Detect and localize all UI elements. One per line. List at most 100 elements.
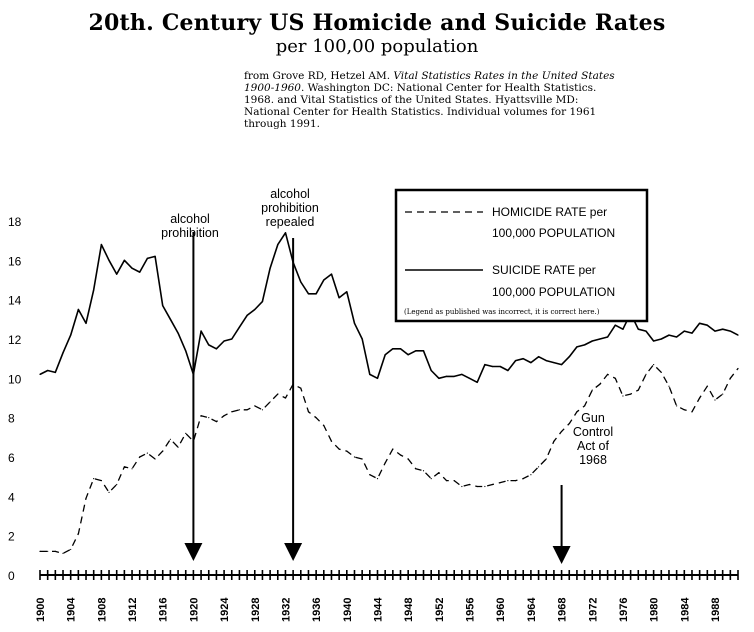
- suicide-data-point: [376, 377, 379, 379]
- homicide-data-point: [706, 385, 708, 387]
- homicide-data-point: [430, 478, 432, 480]
- y-tick-label: 6: [8, 451, 15, 465]
- homicide-data-point: [93, 478, 95, 480]
- homicide-data-point: [269, 401, 271, 403]
- homicide-series-line: [40, 363, 739, 555]
- homicide-data-point: [369, 474, 371, 476]
- homicide-data-point: [637, 389, 639, 391]
- suicide-data-point: [131, 267, 133, 269]
- homicide-data-point: [522, 478, 524, 480]
- suicide-data-point: [392, 348, 394, 350]
- annotation-arrow-head: [184, 543, 203, 561]
- homicide-data-point: [108, 491, 110, 493]
- suicide-data-point: [146, 257, 148, 259]
- suicide-data-point: [384, 354, 386, 356]
- legend-note: (Legend as published was incorrect, it i…: [404, 308, 600, 316]
- homicide-data-point: [415, 468, 417, 470]
- suicide-data-point: [553, 362, 555, 364]
- x-tick-label: 1972: [587, 598, 599, 622]
- homicide-data-point: [277, 393, 279, 395]
- x-tick-label: 1964: [526, 597, 538, 622]
- y-tick-label: 14: [8, 294, 22, 308]
- suicide-data-point: [208, 344, 210, 346]
- suicide-data-point: [438, 377, 440, 379]
- suicide-data-point: [722, 328, 724, 330]
- homicide-data-point: [392, 448, 394, 450]
- suicide-data-point: [139, 271, 141, 273]
- x-tick-label: 1920: [188, 598, 200, 622]
- suicide-data-point: [39, 373, 41, 375]
- suicide-data-point: [507, 369, 509, 372]
- x-tick-label: 1928: [250, 598, 262, 622]
- suicide-data-point: [154, 255, 156, 257]
- homicide-data-point: [568, 422, 570, 425]
- suicide-data-point: [637, 328, 639, 330]
- homicide-data-point: [246, 409, 248, 411]
- homicide-data-point: [384, 462, 386, 464]
- suicide-data-point: [361, 338, 363, 340]
- suicide-data-point: [223, 340, 225, 342]
- y-tick-label: 4: [8, 490, 15, 504]
- homicide-data-point: [453, 480, 455, 482]
- suicide-data-point: [607, 336, 609, 338]
- homicide-data-point: [507, 480, 509, 482]
- x-tick-label: 1976: [618, 598, 630, 622]
- homicide-data-point: [208, 417, 210, 419]
- suicide-data-point: [499, 365, 501, 368]
- suicide-data-point: [338, 297, 340, 299]
- suicide-data-point: [714, 330, 716, 332]
- homicide-data-point: [323, 424, 325, 427]
- chart-axes: 0 2 4 6 8 10 12 14 16 18 1900 1904 1908 1912 1916 1920 1…: [8, 215, 739, 622]
- homicide-data-point: [583, 405, 586, 407]
- suicide-data-point: [185, 350, 187, 352]
- homicide-data-point: [737, 367, 739, 370]
- suicide-data-point: [491, 365, 494, 368]
- suicide-data-point: [85, 322, 87, 324]
- homicide-data-point: [338, 448, 340, 450]
- homicide-data-point: [614, 377, 616, 379]
- annotation-label: prohibition: [161, 226, 219, 240]
- homicide-data-point: [676, 405, 678, 407]
- suicide-data-point: [660, 338, 662, 340]
- suicide-data-point: [215, 348, 218, 350]
- suicide-data-point: [560, 363, 563, 366]
- suicide-data-point: [591, 340, 593, 342]
- suicide-data-point: [100, 244, 102, 246]
- homicide-data-point: [353, 456, 356, 458]
- suicide-data-point: [108, 259, 110, 261]
- homicide-data-point: [714, 399, 716, 401]
- suicide-data-point: [568, 356, 570, 358]
- suicide-data-point: [737, 334, 739, 336]
- suicide-data-point: [284, 232, 287, 234]
- suicide-data-point: [415, 350, 417, 352]
- homicide-data-point: [445, 480, 448, 482]
- suicide-data-point: [453, 375, 455, 377]
- x-tick-label: 1960: [495, 598, 507, 622]
- homicide-data-point: [622, 395, 624, 397]
- homicide-data-point: [185, 432, 187, 434]
- homicide-data-point: [39, 550, 41, 553]
- homicide-data-point: [346, 450, 348, 452]
- suicide-data-point: [729, 330, 731, 332]
- x-tick-label: 1940: [342, 598, 354, 622]
- suicide-data-point: [369, 373, 371, 375]
- homicide-data-point: [376, 478, 379, 480]
- x-tick-label: 1956: [465, 598, 477, 622]
- homicide-data-point: [553, 440, 555, 442]
- suicide-data-point: [522, 358, 524, 360]
- homicide-data-point: [630, 393, 632, 395]
- x-tick-label: 1916: [158, 598, 170, 622]
- homicide-data-point: [484, 485, 486, 488]
- homicide-data-point: [146, 452, 148, 454]
- homicide-data-point: [62, 552, 64, 554]
- homicide-data-point: [599, 383, 601, 385]
- x-tick-label: 1988: [710, 598, 722, 622]
- x-tick-label: 1968: [557, 598, 569, 622]
- homicide-data-point: [545, 458, 547, 460]
- source-prefix: from Grove RD, Hetzel AM.: [244, 70, 394, 82]
- homicide-data-point: [530, 474, 532, 476]
- suicide-data-point: [116, 273, 118, 275]
- legend-suicide-label-2: 100,000 POPULATION: [492, 285, 615, 299]
- suicide-data-point: [346, 291, 348, 293]
- homicide-data-point: [123, 466, 125, 468]
